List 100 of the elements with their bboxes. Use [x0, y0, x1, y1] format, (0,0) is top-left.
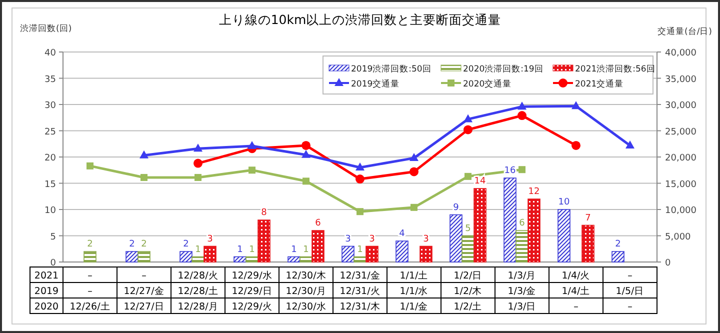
x-tick-label: – — [628, 270, 633, 282]
data-label: 3 — [345, 234, 351, 244]
y-tick-label: 40 — [44, 48, 56, 58]
y2-tick-label: 20,000 — [665, 154, 697, 164]
y-axis-title: 渋滞回数(回) — [20, 23, 72, 34]
text: 12/31/火 — [340, 285, 380, 297]
bar — [504, 178, 516, 262]
text: 1/3/金 — [508, 285, 536, 297]
data-label: 12 — [528, 187, 540, 197]
data-label: 2 — [129, 240, 135, 250]
point — [410, 153, 418, 162]
point — [572, 140, 580, 150]
legend-label: 2020渋滞回数:19回 — [463, 64, 544, 74]
bar — [234, 256, 246, 262]
data-label: 2 — [615, 240, 621, 250]
bar — [420, 246, 432, 262]
legend-label: 2021渋滞回数:56回 — [575, 64, 656, 74]
y-tick-label: 10 — [44, 206, 56, 216]
text: 12/29/火 — [232, 300, 272, 312]
point — [248, 166, 256, 174]
data-label: 2 — [183, 240, 189, 250]
point — [356, 162, 364, 170]
data-label: 14 — [474, 176, 486, 186]
point — [464, 114, 472, 122]
bar — [366, 246, 378, 262]
point — [572, 101, 580, 110]
y2-tick-label: 25,000 — [665, 127, 697, 138]
bar — [246, 256, 258, 262]
bar — [180, 251, 192, 262]
point — [140, 174, 148, 181]
text: – — [574, 302, 579, 312]
data-label: 2 — [87, 240, 93, 250]
data-label: 10 — [558, 198, 570, 208]
point — [464, 125, 472, 134]
point — [410, 204, 418, 211]
text: 12/27/日 — [124, 302, 164, 312]
x-tick-label: 12/30/木 — [286, 270, 326, 282]
bar — [342, 246, 354, 262]
y2-tick-label: 35,000 — [665, 74, 697, 85]
x-tick-label: 12/28/火 — [178, 270, 218, 282]
bar — [582, 224, 594, 262]
point — [302, 140, 310, 150]
bar — [450, 214, 462, 262]
point — [356, 174, 364, 184]
point — [518, 166, 526, 174]
x-tick-label: 1/2/日 — [454, 270, 482, 282]
legend-label: 2020交通量 — [463, 78, 512, 90]
x-tick-label: 1/4/火 — [562, 270, 590, 282]
data-label: 4 — [399, 229, 406, 239]
x-tick-label: – — [88, 270, 93, 282]
bar — [558, 209, 570, 262]
bar — [528, 198, 540, 262]
text: 1/2/木 — [454, 285, 482, 297]
chart-title: 上り線の10km以上の渋滞回数と主要断面交通量 — [218, 12, 502, 27]
legend-label: 2019交通量 — [351, 78, 400, 90]
bar — [84, 251, 96, 262]
text: 12/27/金 — [124, 285, 164, 297]
text: 1/5/日 — [616, 286, 644, 297]
y2-tick-label: 0 — [665, 258, 671, 268]
y-tick-label: 20 — [44, 154, 56, 164]
y2-tick-label: 5,000 — [665, 232, 692, 242]
y-tick-label: 5 — [50, 232, 56, 242]
point — [86, 162, 94, 170]
y-tick-label: 15 — [44, 180, 56, 190]
x-tick-label: 12/31/金 — [340, 270, 380, 282]
data-label: 1 — [237, 244, 243, 255]
point — [194, 144, 202, 152]
text: 12/30/月 — [286, 286, 326, 297]
bar — [516, 230, 528, 262]
y-tick-label: 30 — [44, 101, 56, 111]
y-tick-label: 0 — [50, 258, 56, 268]
bar — [204, 246, 216, 262]
legend-label: 2019渋滞回数:50回 — [351, 64, 432, 74]
bar — [258, 220, 270, 262]
point — [518, 111, 526, 120]
data-label: 1 — [303, 244, 309, 255]
point — [356, 208, 364, 216]
text: 12/28/土 — [178, 285, 218, 297]
data-label: 3 — [369, 234, 375, 244]
text: 12/26/土 — [70, 300, 110, 312]
data-label: 3 — [423, 234, 429, 244]
bar — [300, 256, 312, 262]
point — [194, 158, 202, 168]
bar — [138, 251, 150, 262]
text: 2020 — [34, 302, 59, 312]
data-label: 9 — [453, 202, 460, 213]
point — [410, 167, 418, 176]
data-label: 5 — [465, 224, 471, 234]
y-tick-label: 25 — [44, 127, 56, 138]
point — [194, 174, 202, 181]
text: 12/28/月 — [178, 302, 218, 312]
y2-tick-label: 40,000 — [665, 48, 697, 58]
data-label: 2 — [141, 240, 147, 250]
bar — [354, 256, 366, 262]
point — [302, 178, 310, 185]
point — [518, 102, 526, 110]
bar — [612, 251, 624, 262]
data-label: 8 — [261, 208, 268, 218]
point — [464, 172, 472, 180]
y2-tick-label: 30,000 — [665, 101, 697, 111]
